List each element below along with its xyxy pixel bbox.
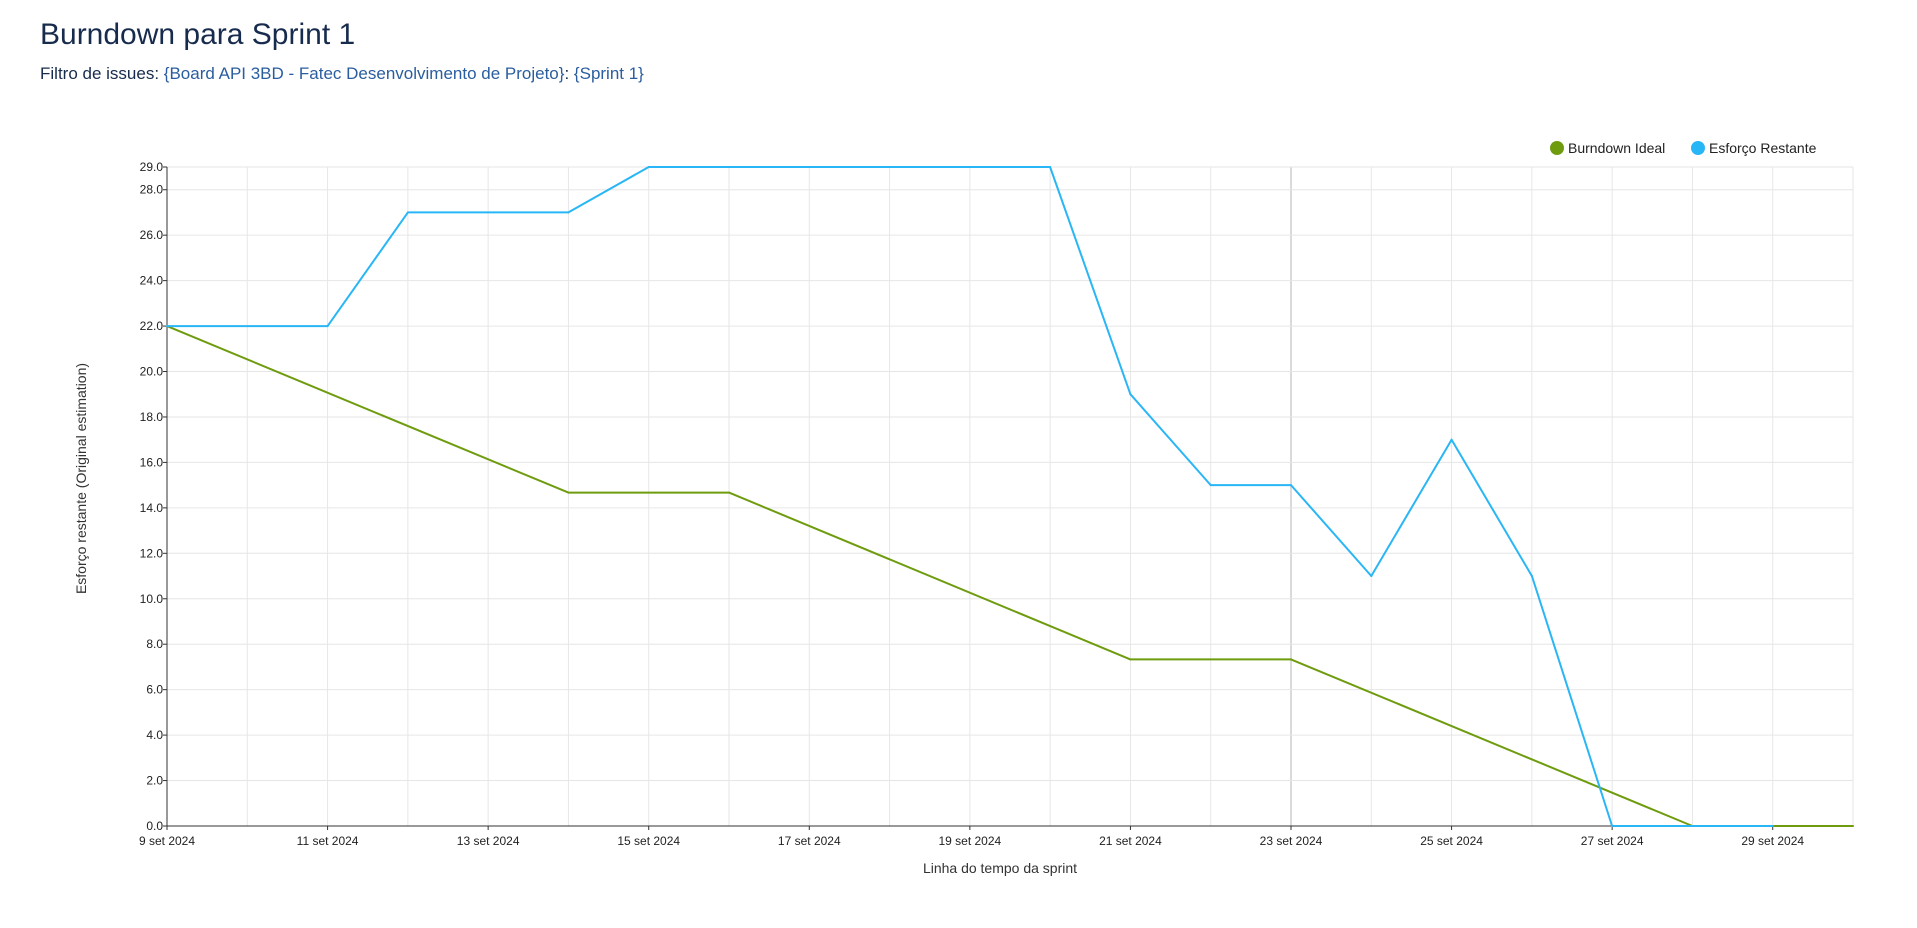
y-tick-label: 0.0 bbox=[146, 819, 163, 833]
y-tick-label: 8.0 bbox=[146, 637, 163, 651]
x-axis-title: Linha do tempo da sprint bbox=[923, 860, 1077, 876]
data-point bbox=[567, 211, 570, 214]
data-point bbox=[1530, 575, 1533, 578]
y-tick-label: 26.0 bbox=[140, 228, 164, 242]
legend-marker bbox=[1550, 141, 1564, 155]
y-tick-label: 24.0 bbox=[140, 274, 164, 288]
x-tick-label: 25 set 2024 bbox=[1420, 834, 1483, 848]
x-tick-label: 19 set 2024 bbox=[938, 834, 1001, 848]
y-tick-label: 18.0 bbox=[140, 410, 164, 424]
data-point bbox=[1129, 393, 1132, 396]
data-point bbox=[166, 325, 168, 328]
y-tick-label: 20.0 bbox=[140, 365, 164, 379]
series-burndown-ideal-line bbox=[166, 325, 1853, 827]
y-tick-label: 6.0 bbox=[146, 683, 163, 697]
data-point bbox=[326, 325, 329, 328]
legend-label: Burndown Ideal bbox=[1568, 140, 1665, 156]
data-point bbox=[728, 491, 730, 494]
x-tick-label: 23 set 2024 bbox=[1260, 834, 1323, 848]
data-point bbox=[406, 211, 409, 214]
y-axis-title: Esforço restante (Original estimation) bbox=[73, 363, 89, 594]
data-point bbox=[1852, 825, 1854, 827]
y-tick-label: 12.0 bbox=[140, 546, 164, 560]
y-tick-label: 4.0 bbox=[146, 728, 163, 742]
issue-filter: Filtro de issues: {Board API 3BD - Fatec… bbox=[40, 64, 644, 84]
x-tick-label: 17 set 2024 bbox=[778, 834, 841, 848]
data-point bbox=[1129, 658, 1132, 661]
filter-prefix: Filtro de issues: bbox=[40, 64, 160, 83]
x-tick-label: 15 set 2024 bbox=[617, 834, 680, 848]
x-tick-label: 9 set 2024 bbox=[139, 834, 195, 848]
data-point bbox=[1290, 658, 1292, 661]
x-tick-label: 21 set 2024 bbox=[1099, 834, 1162, 848]
series-esforco-restante-line bbox=[167, 166, 1773, 827]
y-tick-label: 10.0 bbox=[140, 592, 164, 606]
y-tick-label: 16.0 bbox=[140, 455, 164, 469]
data-point bbox=[1290, 484, 1292, 487]
y-tick-label: 28.0 bbox=[140, 183, 164, 197]
data-point bbox=[1370, 575, 1373, 578]
y-tick-label: 22.0 bbox=[140, 319, 164, 333]
filter-separator: : bbox=[564, 64, 570, 83]
data-point bbox=[647, 166, 650, 168]
data-point bbox=[1049, 166, 1052, 168]
data-point bbox=[1450, 438, 1453, 441]
x-tick-label: 29 set 2024 bbox=[1741, 834, 1804, 848]
y-tick-label: 29.0 bbox=[140, 160, 164, 174]
legend-marker bbox=[1691, 141, 1705, 155]
legend-label: Esforço Restante bbox=[1709, 140, 1817, 156]
filter-sprint-link[interactable]: {Sprint 1} bbox=[573, 64, 644, 83]
data-point bbox=[1771, 825, 1774, 827]
y-tick-label: 14.0 bbox=[140, 501, 164, 515]
y-tick-label: 2.0 bbox=[146, 774, 163, 788]
data-point bbox=[1209, 484, 1212, 487]
page-title: Burndown para Sprint 1 bbox=[40, 18, 356, 51]
data-point bbox=[567, 491, 570, 494]
data-point bbox=[1611, 825, 1614, 827]
x-tick-label: 13 set 2024 bbox=[457, 834, 520, 848]
x-tick-label: 11 set 2024 bbox=[297, 834, 359, 848]
x-tick-label: 27 set 2024 bbox=[1581, 834, 1644, 848]
filter-board-link[interactable]: {Board API 3BD - Fatec Desenvolvimento d… bbox=[163, 64, 565, 83]
